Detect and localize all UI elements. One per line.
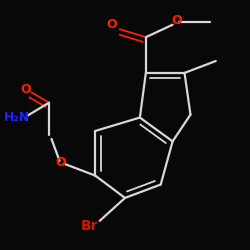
Text: O: O xyxy=(106,18,117,31)
Text: O: O xyxy=(56,156,66,169)
Text: O: O xyxy=(20,83,30,96)
Text: Br: Br xyxy=(80,219,98,233)
Text: O: O xyxy=(172,14,182,27)
Text: H₂N: H₂N xyxy=(4,111,30,124)
